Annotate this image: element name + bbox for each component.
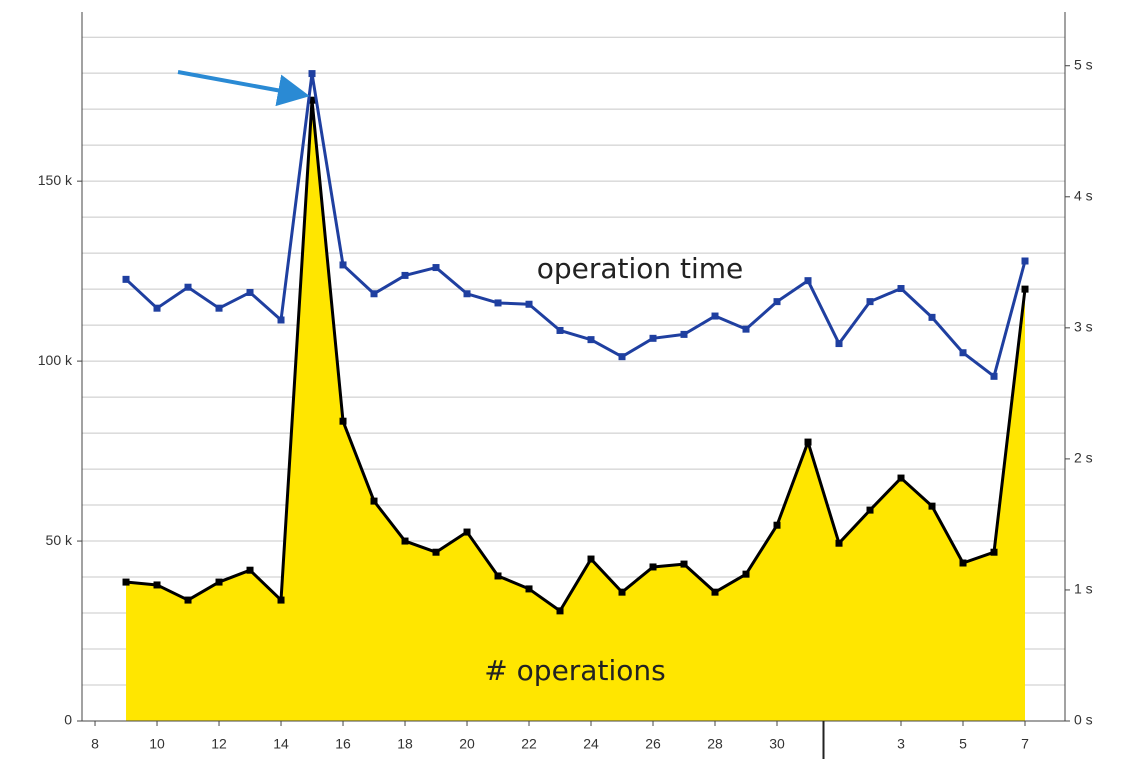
marker: [215, 578, 223, 586]
marker: [401, 271, 409, 279]
marker: [680, 560, 688, 568]
marker: [463, 290, 471, 298]
marker: [959, 559, 967, 567]
series-label: operation time: [537, 252, 744, 285]
x-tick-label: 16: [335, 736, 351, 752]
marker: [277, 316, 285, 324]
marker: [308, 70, 316, 78]
marker: [277, 596, 285, 604]
x-tick-label: 12: [211, 736, 227, 752]
x-tick-label: 18: [397, 736, 413, 752]
marker: [587, 555, 595, 563]
marker: [742, 570, 750, 578]
marker: [959, 349, 967, 357]
x-tick-label: 14: [273, 736, 289, 752]
x-tick-label: 26: [645, 736, 661, 752]
marker: [184, 596, 192, 604]
marker: [153, 581, 161, 589]
x-tick-label: 22: [521, 736, 537, 752]
marker: [1021, 285, 1029, 293]
y-tick-label: 50 k: [46, 532, 73, 548]
marker: [990, 548, 998, 556]
marker: [618, 588, 626, 596]
marker: [122, 578, 130, 586]
x-tick-label: 20: [459, 736, 475, 752]
line: [124, 72, 1027, 378]
marker: [928, 313, 936, 321]
marker: [773, 298, 781, 306]
y2-tick-label: 4 s: [1074, 187, 1093, 203]
marker: [339, 417, 347, 425]
x-tick-label: 8: [91, 736, 99, 752]
marker: [556, 607, 564, 615]
marker: [587, 336, 595, 344]
marker: [432, 548, 440, 556]
marker: [866, 298, 874, 306]
marker: [1021, 257, 1029, 265]
marker: [463, 528, 471, 536]
x-tick-label: 24: [583, 736, 599, 752]
marker: [742, 325, 750, 333]
marker: [897, 285, 905, 293]
marker: [525, 300, 533, 308]
marker: [432, 264, 440, 272]
y2-tick-label: 1 s: [1074, 581, 1093, 597]
marker: [680, 330, 688, 338]
x-tick-label: 7: [1021, 736, 1029, 752]
marker: [339, 261, 347, 269]
marker: [246, 566, 254, 574]
marker: [370, 290, 378, 298]
marker: [711, 588, 719, 596]
y-tick-label: 100 k: [38, 352, 73, 368]
marker: [835, 340, 843, 348]
marker: [401, 537, 409, 545]
series-label: # operations: [484, 654, 665, 687]
marker: [184, 283, 192, 291]
y2-tick-label: 0 s: [1074, 712, 1093, 728]
marker: [928, 502, 936, 510]
marker: [866, 506, 874, 514]
marker: [525, 585, 533, 593]
marker: [649, 334, 657, 342]
y-tick-label: 150 k: [38, 172, 73, 188]
marker: [494, 299, 502, 307]
marker: [308, 96, 316, 104]
y2-tick-label: 2 s: [1074, 450, 1093, 466]
arrow: [177, 70, 310, 107]
marker: [649, 563, 657, 571]
marker: [122, 275, 130, 283]
y2-tick-label: 5 s: [1074, 56, 1093, 72]
marker: [370, 497, 378, 505]
marker: [804, 438, 812, 446]
marker: [804, 277, 812, 285]
plot: [122, 70, 1029, 722]
marker: [494, 572, 502, 580]
x-tick-label: 5: [959, 736, 967, 752]
marker: [556, 326, 564, 334]
marker: [153, 304, 161, 312]
x-tick-label: 3: [897, 736, 905, 752]
marker: [990, 372, 998, 380]
marker: [215, 304, 223, 312]
x-tick-label: 30: [769, 736, 785, 752]
marker: [835, 539, 843, 547]
line: [125, 98, 1027, 613]
marker: [773, 521, 781, 529]
x-tick-label: 10: [149, 736, 165, 752]
marker: [897, 474, 905, 482]
x-tick-label: 28: [707, 736, 723, 752]
y-tick-label: 0: [64, 712, 72, 728]
marker: [711, 312, 719, 320]
marker: [618, 353, 626, 361]
y2-tick-label: 3 s: [1074, 319, 1093, 335]
marker: [246, 288, 254, 296]
area-fill: [126, 100, 1026, 722]
